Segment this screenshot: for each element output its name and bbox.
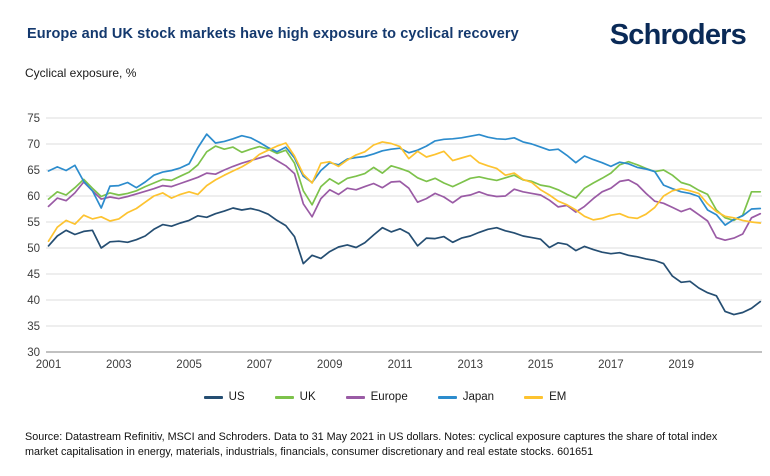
y-axis-title: Cyclical exposure, % bbox=[25, 66, 137, 80]
x-tick-label: 2003 bbox=[106, 359, 132, 371]
legend-swatch-em bbox=[524, 395, 544, 399]
legend-item-japan: Japan bbox=[437, 391, 495, 403]
legend-swatch-uk bbox=[274, 395, 294, 399]
legend-item-europe: Europe bbox=[345, 391, 408, 403]
y-tick-label: 65 bbox=[27, 165, 40, 177]
legend-swatch-europe bbox=[345, 395, 365, 399]
chart-area: 30 35 40 45 50 55 60 65 70 75 2001 2003 2005 2007 2009… bbox=[0, 95, 770, 385]
y-tick-label: 60 bbox=[27, 191, 40, 203]
legend-item-uk: UK bbox=[274, 391, 316, 403]
legend-item-us: US bbox=[203, 391, 245, 403]
y-tick-label: 35 bbox=[27, 321, 40, 333]
legend-swatch-japan bbox=[437, 395, 457, 399]
legend-label-em: EM bbox=[549, 391, 567, 403]
y-tick-label: 75 bbox=[27, 113, 40, 125]
x-tick-label: 2009 bbox=[317, 359, 343, 371]
x-tick-label: 2013 bbox=[458, 359, 484, 371]
series-line-uk bbox=[47, 145, 762, 222]
x-tick-label: 2017 bbox=[598, 359, 624, 371]
x-tick-label: 2019 bbox=[668, 359, 694, 371]
y-tick-label: 55 bbox=[27, 217, 40, 229]
legend-label-uk: UK bbox=[299, 391, 316, 403]
series-line-japan bbox=[47, 133, 762, 226]
legend-label-us: US bbox=[228, 391, 245, 403]
y-tick-label: 45 bbox=[27, 269, 40, 281]
page-title: Europe and UK stock markets have high ex… bbox=[27, 26, 519, 42]
chart-legend: US UK Europe Japan EM bbox=[0, 391, 770, 403]
y-tick-label: 70 bbox=[27, 139, 40, 151]
cyclical-exposure-chart: 30 35 40 45 50 55 60 65 70 75 2001 2003 2005 2007 2009… bbox=[27, 113, 762, 371]
y-tick-label: 50 bbox=[27, 243, 40, 255]
legend-label-europe: Europe bbox=[370, 391, 408, 403]
series-line-europe bbox=[47, 154, 762, 242]
legend-item-em: EM bbox=[524, 391, 566, 403]
source-note: Source: Datastream Refinitiv, MSCI and S… bbox=[25, 431, 718, 458]
y-tick-label: 40 bbox=[27, 295, 40, 307]
series-line-us bbox=[47, 207, 762, 316]
legend-label-japan: Japan bbox=[462, 391, 495, 403]
x-tick-label: 2011 bbox=[388, 359, 413, 371]
x-tick-label: 2001 bbox=[36, 359, 62, 371]
schroders-logo: Schroders bbox=[609, 19, 747, 51]
x-tick-label: 2005 bbox=[176, 359, 202, 371]
series-line-em bbox=[47, 141, 762, 243]
x-tick-label: 2015 bbox=[528, 359, 554, 371]
legend-swatch-us bbox=[203, 395, 223, 399]
y-tick-label: 30 bbox=[27, 347, 40, 359]
x-tick-label: 2007 bbox=[247, 359, 273, 371]
